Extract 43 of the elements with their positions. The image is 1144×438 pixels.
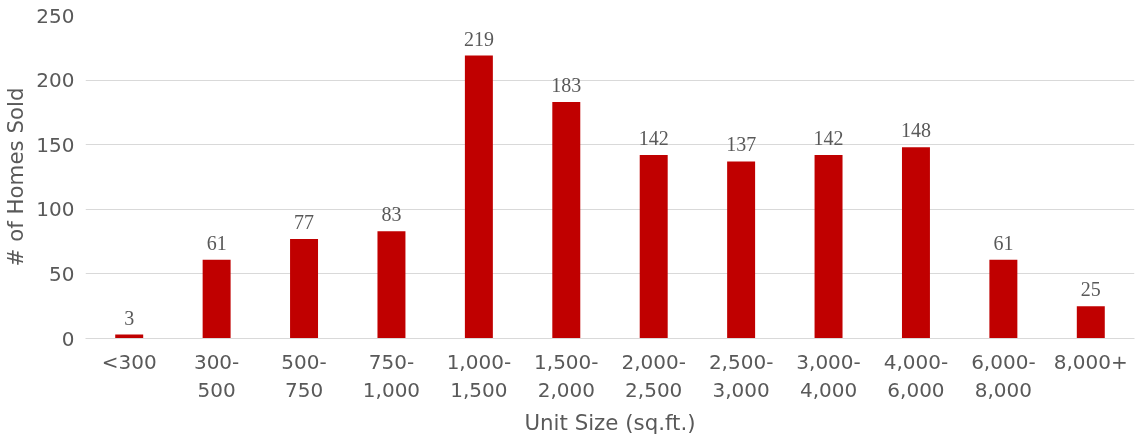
data-label: 142: [638, 127, 669, 150]
x-tick-label: 2,500-3,000: [708, 349, 774, 403]
x-tick-label: <300: [101, 349, 157, 374]
y-tick-label: 200: [36, 68, 75, 93]
x-tick-label: 6,000-8,000: [971, 349, 1036, 403]
y-tick-label: 0: [61, 326, 75, 351]
bar: [377, 231, 406, 339]
data-label: 137: [726, 133, 757, 156]
x-tick-label: 1,500-2,000: [534, 349, 599, 403]
data-label: 77: [294, 211, 315, 234]
data-label: 142: [813, 127, 844, 150]
data-label: 25: [1080, 278, 1101, 301]
bar: [552, 102, 581, 339]
x-tick-label: 8,000+: [1053, 349, 1128, 374]
data-label: 219: [463, 27, 494, 50]
x-tick-label: 4,000-6,000: [883, 349, 949, 403]
x-tick-label: 1,000-1,500: [446, 349, 512, 403]
y-axis-title: # of Homes Sold: [3, 87, 29, 267]
x-tick-label: 3,000-4,000: [796, 349, 861, 403]
x-tick-label: 750-1,000: [362, 349, 421, 403]
bar: [1076, 306, 1105, 339]
x-tick-label: 500-750: [281, 349, 327, 403]
bar: [202, 259, 231, 339]
y-tick-label: 50: [49, 261, 75, 286]
data-label: 61: [993, 231, 1014, 254]
data-label: 183: [551, 74, 582, 97]
bar: [727, 161, 756, 339]
data-label: 148: [900, 119, 931, 142]
y-tick-label: 250: [36, 3, 75, 28]
x-axis-title: Unit Size (sq.ft.): [524, 410, 696, 436]
data-label: 3: [124, 306, 135, 329]
y-tick-label: 100: [36, 197, 75, 222]
bar: [464, 55, 493, 339]
bar: [901, 147, 930, 339]
bar: [989, 259, 1018, 339]
bar: [814, 155, 843, 339]
y-tick-label: 150: [36, 132, 75, 157]
data-label: 83: [381, 203, 402, 226]
data-label: 61: [206, 231, 227, 254]
bar: [639, 155, 668, 339]
bar: [290, 239, 319, 339]
x-tick-label: 2,000-2,500: [621, 349, 686, 403]
x-tick-label: 300-500: [193, 349, 240, 403]
